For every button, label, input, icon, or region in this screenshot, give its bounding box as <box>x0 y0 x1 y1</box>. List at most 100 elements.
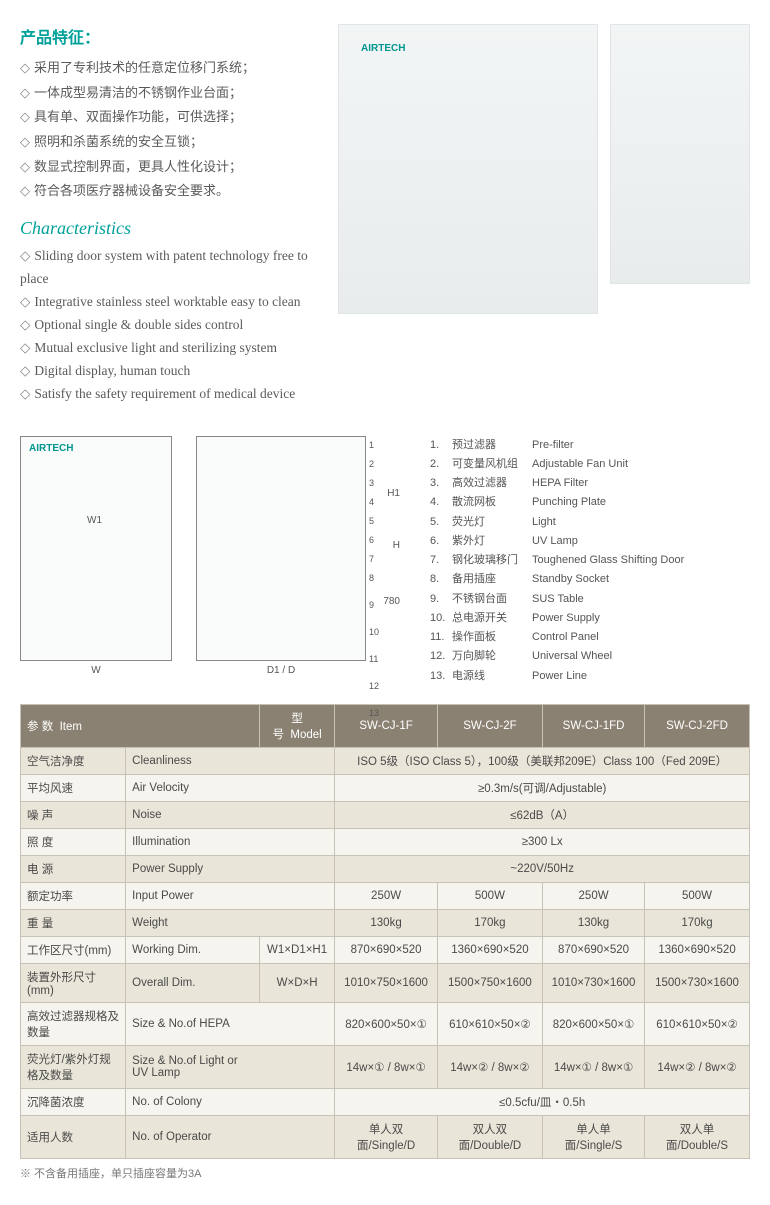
parts-row: 12.万向脚轮Universal Wheel <box>430 647 684 666</box>
parts-row: 13.电源线Power Line <box>430 667 684 686</box>
spec-label-en: Size & No.of Light or UV Lamp <box>126 1045 260 1088</box>
part-en: HEPA Filter <box>532 474 684 493</box>
parts-row: 7.钢化玻璃移门Toughened Glass Shifting Door <box>430 551 684 570</box>
dim-h1: H1 <box>387 488 400 499</box>
spec-value: 820×600×50×① <box>543 1002 645 1045</box>
spec-model-1: SW-CJ-2F <box>437 704 542 747</box>
spec-value: 1360×690×520 <box>437 936 542 963</box>
product-image-main: AIRTECH <box>338 24 598 314</box>
feature-item-cn: 采用了专利技术的任意定位移门系统； <box>20 56 320 81</box>
parts-row: 1.预过滤器Pre-filter <box>430 436 684 455</box>
spec-label-en: Cleanliness <box>126 747 260 774</box>
spec-table-body: 空气洁净度CleanlinessISO 5级（ISO Class 5），100级… <box>21 747 750 1158</box>
spec-label-en: Size & No.of HEPA <box>126 1002 260 1045</box>
spec-label-en: Weight <box>126 909 260 936</box>
spec-sub-empty <box>259 1115 335 1158</box>
part-en: Power Supply <box>532 609 684 628</box>
spec-label-cn: 工作区尺寸(mm) <box>21 936 126 963</box>
part-cn: 备用插座 <box>452 570 532 589</box>
dim-w1: W1 <box>87 515 102 526</box>
spec-sub-empty <box>259 774 335 801</box>
parts-list: 1.预过滤器Pre-filter2.可变量风机组Adjustable Fan U… <box>430 436 684 686</box>
spec-value: 1500×750×1600 <box>437 963 542 1002</box>
part-en: Standby Socket <box>532 570 684 589</box>
spec-row: 适用人数No. of Operator单人双面/Single/D双人双面/Dou… <box>21 1115 750 1158</box>
spec-label-en: Overall Dim. <box>126 963 260 1002</box>
spec-row: 电 源Power Supply~220V/50Hz <box>21 855 750 882</box>
spec-label-cn: 照 度 <box>21 828 126 855</box>
dim-w: W <box>20 665 172 676</box>
spec-label-en: Air Velocity <box>126 774 260 801</box>
feature-item-en: Digital display, human touch <box>20 360 320 383</box>
spec-sub-empty <box>259 855 335 882</box>
parts-row: 2.可变量风机组Adjustable Fan Unit <box>430 455 684 474</box>
spec-label-cn: 额定功率 <box>21 882 126 909</box>
features-title-cn: 产品特征： <box>20 24 320 48</box>
spec-value-span: ≤0.5cfu/皿・0.5h <box>335 1088 750 1115</box>
spec-value: 130kg <box>543 909 645 936</box>
diagram-side-wrap: 12345678910111213 H1 H 780 D1 / D <box>196 436 366 676</box>
spec-header-item: 参 数 Item <box>21 704 260 747</box>
part-num: 12. <box>430 647 452 666</box>
features-title-en: Characteristics <box>20 218 320 239</box>
spec-model-0: SW-CJ-1F <box>335 704 437 747</box>
part-cn: 可变量风机组 <box>452 455 532 474</box>
spec-label-cn: 沉降菌浓度 <box>21 1088 126 1115</box>
spec-row: 平均风速Air Velocity≥0.3m/s(可调/Adjustable) <box>21 774 750 801</box>
spec-sub-empty <box>259 882 335 909</box>
diagram-row: AIRTECH W1 W 12345678910111213 H1 H 780 … <box>20 436 750 686</box>
spec-sub-empty <box>259 747 335 774</box>
feature-item-cn: 符合各项医疗器械设备安全要求。 <box>20 179 320 204</box>
feature-item-cn: 一体成型易清洁的不锈钢作业台面； <box>20 81 320 106</box>
spec-value: 1500×730×1600 <box>645 963 750 1002</box>
dim-d: D1 / D <box>196 665 366 676</box>
spec-row: 额定功率Input Power250W500W250W500W <box>21 882 750 909</box>
spec-value: 500W <box>645 882 750 909</box>
features-list-en: Sliding door system with patent technolo… <box>20 245 320 406</box>
diagram-front: AIRTECH W1 <box>20 436 172 661</box>
feature-item-en: Mutual exclusive light and sterilizing s… <box>20 337 320 360</box>
brand-label: AIRTECH <box>361 43 405 54</box>
parts-row: 9.不锈钢台面SUS Table <box>430 590 684 609</box>
feature-item-en: Integrative stainless steel worktable ea… <box>20 291 320 314</box>
part-en: Punching Plate <box>532 493 684 512</box>
parts-row: 4.散流网板Punching Plate <box>430 493 684 512</box>
spec-label-en: No. of Operator <box>126 1115 260 1158</box>
part-cn: 电源线 <box>452 667 532 686</box>
spec-row: 沉降菌浓度No. of Colony ≤0.5cfu/皿・0.5h <box>21 1088 750 1115</box>
spec-sub-empty <box>259 1088 335 1115</box>
product-image-side <box>610 24 750 284</box>
spec-row: 空气洁净度CleanlinessISO 5级（ISO Class 5），100级… <box>21 747 750 774</box>
spec-label-cn: 高效过滤器规格及数量 <box>21 1002 126 1045</box>
spec-value: 170kg <box>645 909 750 936</box>
part-num: 5. <box>430 513 452 532</box>
part-cn: 操作面板 <box>452 628 532 647</box>
spec-label-cn: 重 量 <box>21 909 126 936</box>
spec-sub: W1×D1×H1 <box>259 936 335 963</box>
feature-item-cn: 数显式控制界面，更具人性化设计； <box>20 155 320 180</box>
spec-label-cn: 装置外形尺寸(mm) <box>21 963 126 1002</box>
spec-sub-empty <box>259 1002 335 1045</box>
spec-label-cn: 电 源 <box>21 855 126 882</box>
spec-value: 14w×① / 8w×① <box>543 1045 645 1088</box>
spec-sub-empty <box>259 801 335 828</box>
spec-value: 14w×② / 8w×② <box>437 1045 542 1088</box>
spec-value: 610×610×50×② <box>645 1002 750 1045</box>
spec-row: 装置外形尺寸(mm)Overall Dim.W×D×H1010×750×1600… <box>21 963 750 1002</box>
part-num: 2. <box>430 455 452 474</box>
page: 产品特征： 采用了专利技术的任意定位移门系统；一体成型易清洁的不锈钢作业台面；具… <box>0 0 770 1205</box>
spec-label-en: Power Supply <box>126 855 260 882</box>
spec-value: 1010×730×1600 <box>543 963 645 1002</box>
spec-table: 参 数 Item 型 号 Model SW-CJ-1F SW-CJ-2F SW-… <box>20 704 750 1159</box>
spec-label-en: No. of Colony <box>126 1088 260 1115</box>
diagram-front-wrap: AIRTECH W1 W <box>20 436 172 676</box>
diagram-side: 12345678910111213 <box>196 436 366 661</box>
spec-value: 170kg <box>437 909 542 936</box>
part-en: SUS Table <box>532 590 684 609</box>
part-cn: 预过滤器 <box>452 436 532 455</box>
spec-label-cn: 荧光灯/紫外灯规格及数量 <box>21 1045 126 1088</box>
dim-h: H <box>393 540 400 551</box>
part-cn: 紫外灯 <box>452 532 532 551</box>
spec-value: 单人单面/Single/S <box>543 1115 645 1158</box>
part-cn: 钢化玻璃移门 <box>452 551 532 570</box>
